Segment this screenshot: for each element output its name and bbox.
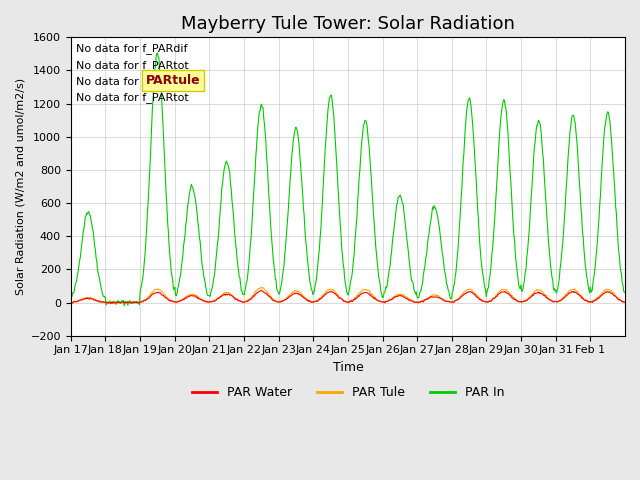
Text: PARtule: PARtule — [146, 74, 200, 87]
PAR Tule — [621, 300, 629, 305]
PAR Water — [132, 299, 140, 305]
Legend: PAR Water, PAR Tule, PAR In: PAR Water, PAR Tule, PAR In — [187, 381, 509, 404]
PAR Water — [284, 296, 291, 301]
PAR In — [120, 303, 128, 309]
PAR Tule — [235, 297, 243, 302]
PAR Tule — [438, 295, 445, 301]
PAR In — [406, 267, 414, 273]
PAR Tule — [284, 294, 291, 300]
PAR Tule — [263, 288, 271, 294]
PAR In — [621, 289, 629, 295]
PAR In — [263, 154, 271, 160]
PAR Water — [67, 300, 75, 305]
PAR In — [132, 299, 140, 304]
Line: PAR Water: PAR Water — [71, 290, 625, 303]
PAR Water — [263, 291, 271, 297]
PAR Tule — [132, 300, 140, 306]
PAR In — [67, 295, 75, 301]
Line: PAR In: PAR In — [71, 53, 625, 306]
PAR Tule — [406, 297, 414, 303]
PAR In — [438, 243, 445, 249]
Text: No data for f_PARdif: No data for f_PARdif — [76, 43, 188, 54]
PAR Water — [258, 288, 266, 293]
PAR Water — [235, 298, 243, 303]
Text: No data for f_PARdif: No data for f_PARdif — [76, 76, 188, 87]
Line: PAR Tule: PAR Tule — [71, 288, 625, 303]
PAR In — [284, 218, 291, 224]
PAR In — [236, 274, 243, 279]
Y-axis label: Solar Radiation (W/m2 and umol/m2/s): Solar Radiation (W/m2 and umol/m2/s) — [15, 78, 25, 295]
PAR Water — [107, 300, 115, 306]
Text: No data for f_PARtot: No data for f_PARtot — [76, 93, 189, 103]
PAR Water — [621, 299, 629, 305]
PAR Water — [438, 296, 445, 302]
Title: Mayberry Tule Tower: Solar Radiation: Mayberry Tule Tower: Solar Radiation — [181, 15, 515, 33]
PAR Water — [406, 298, 414, 303]
PAR Tule — [134, 300, 142, 306]
PAR In — [154, 50, 161, 56]
PAR Tule — [67, 300, 75, 305]
Text: No data for f_PARtot: No data for f_PARtot — [76, 60, 189, 71]
PAR Tule — [258, 285, 266, 290]
X-axis label: Time: Time — [333, 361, 364, 374]
